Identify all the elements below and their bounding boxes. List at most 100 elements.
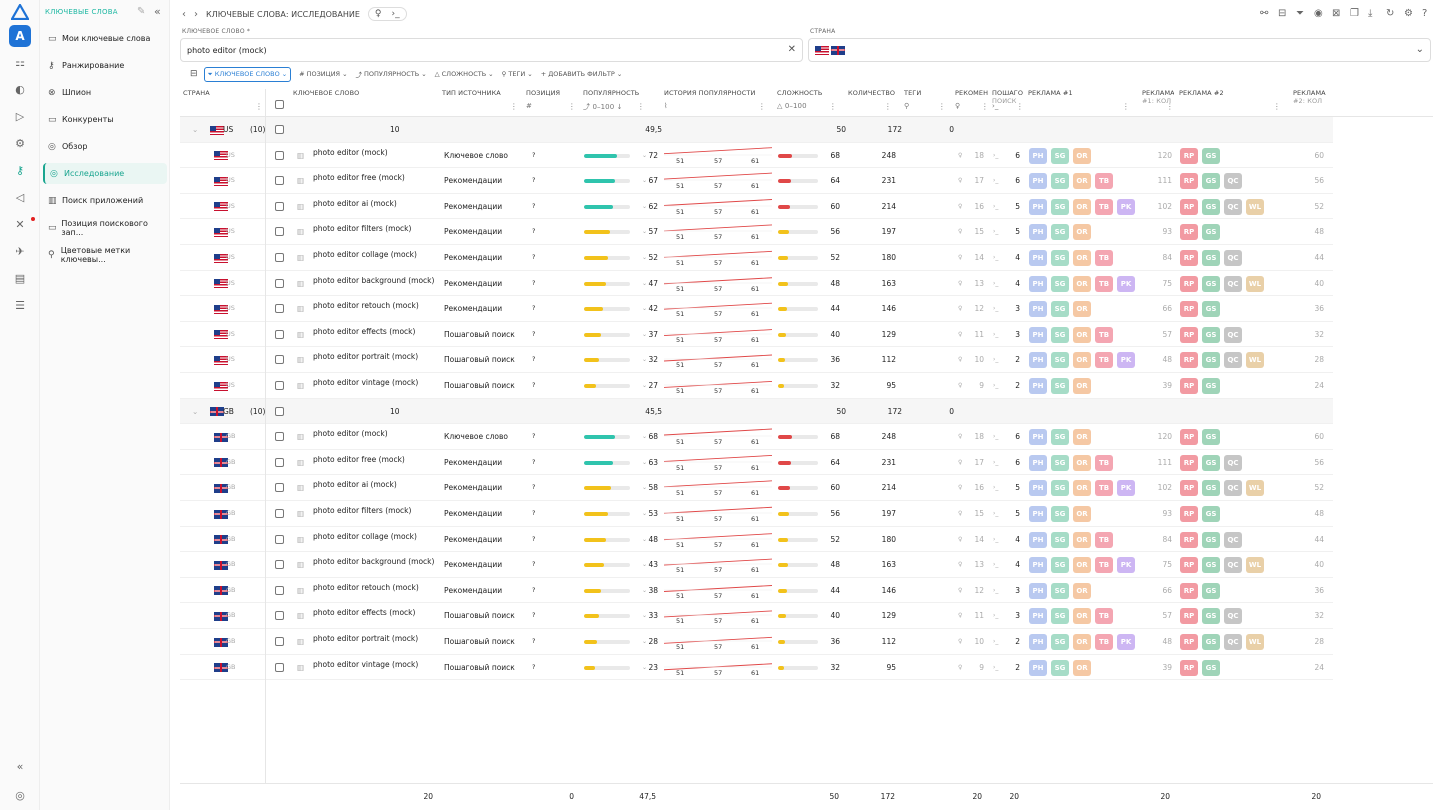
sidebar-item-4[interactable]: ◎ Обзор	[43, 136, 167, 157]
row-checkbox[interactable]	[275, 176, 284, 186]
ad-app-badge[interactable]: GS	[1202, 275, 1220, 292]
record-icon[interactable]: ◉	[1314, 8, 1323, 19]
table-row[interactable]: GB ▥ photo editor background (mock) Рекомен…	[180, 552, 1333, 578]
ad-app-badge[interactable]: OR	[1073, 352, 1091, 369]
ad-app-badge[interactable]: TB	[1095, 531, 1113, 548]
app-switcher-logo-icon[interactable]: A	[9, 25, 31, 47]
ad-app-badge[interactable]: SG	[1051, 531, 1069, 548]
ad-app-badge[interactable]: GS	[1202, 582, 1220, 599]
row-checkbox[interactable]	[275, 509, 284, 518]
ad-app-badge[interactable]: SG	[1051, 608, 1069, 625]
col-menu-icon[interactable]: ⋮	[255, 102, 264, 111]
ad-app-badge[interactable]: OR	[1073, 147, 1091, 164]
ad-app-badge[interactable]: PH	[1029, 275, 1047, 292]
ad-app-badge[interactable]: RP	[1180, 634, 1198, 650]
ad-app-badge[interactable]: SG	[1051, 634, 1069, 650]
ad-app-badge[interactable]: RP	[1180, 301, 1198, 318]
ad-app-badge[interactable]: GS	[1202, 250, 1220, 266]
ad-app-badge[interactable]: PH	[1029, 531, 1047, 548]
table-row[interactable]: GB ▥ photo editor effects (mock) Пошаговый …	[180, 603, 1333, 629]
row-checkbox[interactable]	[275, 150, 284, 160]
ad-app-badge[interactable]: SG	[1051, 147, 1069, 164]
ad-app-badge[interactable]: SG	[1051, 480, 1069, 497]
ad-app-badge[interactable]: PH	[1029, 250, 1047, 266]
col-popularity[interactable]: ПОПУЛЯРНОСТЬ ⤴ 0–100 ↓ ⋮	[583, 89, 645, 117]
ad-app-badge[interactable]: PH	[1029, 634, 1047, 650]
ad-app-badge[interactable]: GS	[1202, 480, 1220, 497]
filter-icon[interactable]: ⏷	[1296, 8, 1304, 19]
ad-app-badge[interactable]: SG	[1051, 352, 1069, 369]
ad-app-badge[interactable]: PH	[1029, 429, 1047, 446]
ad-app-badge[interactable]: RP	[1180, 250, 1198, 266]
ad-app-badge[interactable]: TB	[1095, 557, 1113, 574]
apple-icon[interactable]: ◐	[15, 83, 25, 96]
col-menu-icon[interactable]: ⋮	[757, 102, 766, 111]
ad-app-badge[interactable]: GS	[1202, 224, 1220, 241]
ad-app-badge[interactable]: RP	[1180, 582, 1198, 599]
ad-app-badge[interactable]: PH	[1029, 326, 1047, 343]
help-icon[interactable]: ?	[1422, 8, 1428, 19]
row-checkbox[interactable]	[275, 304, 284, 314]
sidebar-item-5[interactable]: ◎ Исследование	[43, 163, 167, 184]
expand-rail-icon[interactable]: «	[16, 760, 24, 773]
ad-app-badge[interactable]: PK	[1117, 352, 1135, 369]
ad-app-badge[interactable]: OR	[1073, 198, 1091, 215]
crop-icon[interactable]: ⊠	[1332, 8, 1341, 19]
ad-app-badge[interactable]: TB	[1095, 198, 1113, 215]
ad-app-badge[interactable]: RP	[1180, 608, 1198, 625]
ad-app-badge[interactable]: RP	[1180, 147, 1198, 164]
ad-app-badge[interactable]: PH	[1029, 378, 1047, 394]
ad-app-badge[interactable]: RP	[1180, 429, 1198, 446]
col-menu-icon[interactable]: ⋮	[883, 102, 892, 111]
ad-app-badge[interactable]: QC	[1224, 173, 1242, 190]
ad-app-badge[interactable]: OR	[1073, 480, 1091, 497]
ad-app-badge[interactable]: SG	[1051, 250, 1069, 266]
col-menu-icon[interactable]: ⋮	[828, 102, 837, 111]
row-checkbox[interactable]	[275, 381, 284, 390]
ad-app-badge[interactable]: SG	[1051, 429, 1069, 446]
row-checkbox[interactable]	[275, 201, 284, 211]
filter-chip-difficulty[interactable]: △ СЛОЖНОСТЬ ⌄	[434, 70, 494, 78]
ad-app-badge[interactable]: TB	[1095, 250, 1113, 266]
chevron-down-icon[interactable]: ⌄	[1415, 44, 1424, 55]
table-row[interactable]: GB ▥ photo editor portrait (mock) Пошаговый…	[180, 629, 1333, 655]
group-checkbox[interactable]	[275, 406, 284, 416]
ad-app-badge[interactable]: TB	[1095, 454, 1113, 471]
collapse-sidebar-icon[interactable]: «	[154, 5, 161, 18]
col-menu-icon[interactable]: ⋮	[1015, 102, 1024, 111]
lightbulb-icon[interactable]: ♀	[374, 9, 382, 19]
row-checkbox[interactable]	[275, 227, 284, 237]
col-ads2-count[interactable]: РЕКЛАМА #2: КОЛ	[1293, 89, 1333, 117]
ad-app-badge[interactable]: SG	[1051, 557, 1069, 574]
group-row[interactable]: ⌄ US (10) 10 49,5 50 172 0	[180, 117, 1333, 143]
ad-app-badge[interactable]: RP	[1180, 506, 1198, 522]
table-row[interactable]: US ▥ photo editor vintage (mock) Пошаговый …	[180, 373, 1333, 399]
col-tags[interactable]: ТЕГИ ⚲ ⋮	[904, 89, 950, 117]
ad-app-badge[interactable]: SG	[1051, 326, 1069, 343]
ad-app-badge[interactable]: PH	[1029, 659, 1047, 676]
ad-app-badge[interactable]: RP	[1180, 557, 1198, 574]
row-checkbox[interactable]	[275, 560, 284, 570]
play-icon[interactable]: ▷	[15, 110, 25, 123]
ad-app-badge[interactable]: GS	[1202, 506, 1220, 522]
col-position[interactable]: ПОЗИЦИЯ # ⋮	[526, 89, 580, 117]
row-checkbox[interactable]	[275, 585, 284, 595]
select-all-checkbox[interactable]	[275, 100, 284, 109]
ad-app-badge[interactable]: OR	[1073, 659, 1091, 676]
ad-app-badge[interactable]: OR	[1073, 531, 1091, 548]
ad-app-badge[interactable]: GS	[1202, 352, 1220, 369]
ad-app-badge[interactable]: RP	[1180, 198, 1198, 215]
col-ads1[interactable]: РЕКЛАМА #1 ⋮	[1028, 89, 1134, 117]
row-checkbox[interactable]	[275, 457, 284, 467]
ad-app-badge[interactable]: SG	[1051, 301, 1069, 318]
ad-app-badge[interactable]: OR	[1073, 301, 1091, 318]
hierarchy-icon[interactable]: ⚯	[1260, 8, 1269, 19]
ad-app-badge[interactable]: OR	[1073, 634, 1091, 650]
clear-keyword-icon[interactable]: ✕	[787, 44, 796, 55]
sidebar-item-2[interactable]: ⊗ Шпион	[43, 82, 167, 103]
ad-app-badge[interactable]: GS	[1202, 198, 1220, 215]
ad-app-badge[interactable]: SG	[1051, 378, 1069, 394]
user-icon[interactable]: ◎	[15, 789, 25, 802]
ad-app-badge[interactable]: TB	[1095, 634, 1113, 650]
table-row[interactable]: US ▥ photo editor filters (mock) Рекомендац…	[180, 219, 1333, 245]
